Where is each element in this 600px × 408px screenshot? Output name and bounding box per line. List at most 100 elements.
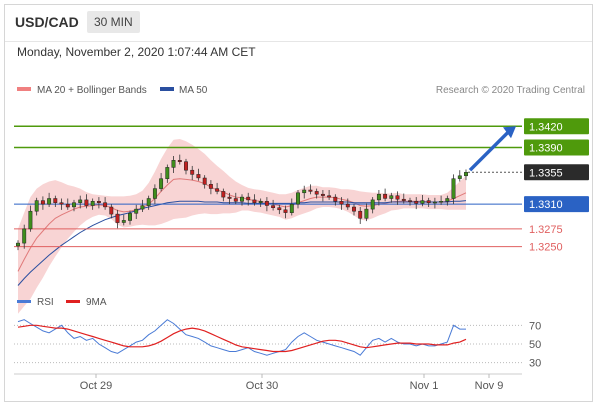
candle-body xyxy=(364,208,369,219)
level-label-1.3250: 1.3250 xyxy=(529,242,563,254)
candle-body xyxy=(28,210,33,230)
ma9-line xyxy=(17,324,467,353)
candle-body xyxy=(134,208,139,214)
level-label-1.3355: 1.3355 xyxy=(529,167,563,179)
candle-body xyxy=(339,201,344,205)
candle-body xyxy=(451,178,456,199)
x-tick-label: Nov 1 xyxy=(410,380,439,392)
rsi-tick-50: 50 xyxy=(529,339,541,351)
candle-body xyxy=(72,202,76,208)
candle-body xyxy=(445,198,450,202)
level-label-1.3390: 1.3390 xyxy=(529,143,563,155)
projection-arrow-shaft xyxy=(468,129,512,172)
credit-label: Research © 2020 Trading Central xyxy=(436,85,585,96)
candle-body xyxy=(370,199,375,210)
candle-body xyxy=(152,188,157,199)
level-label-1.3275: 1.3275 xyxy=(529,224,563,236)
candle-body xyxy=(140,205,145,210)
candle-body xyxy=(84,199,89,206)
candle-body xyxy=(277,207,282,211)
candle-body xyxy=(233,198,238,202)
candle-body xyxy=(408,200,412,202)
candle-body xyxy=(246,196,251,201)
timestamp: Monday, November 2, 2020 1:07:44 AM CET xyxy=(17,45,256,59)
candle-body xyxy=(184,161,188,171)
chart-header: USD/CAD 30 MIN xyxy=(5,5,592,42)
candle-body xyxy=(202,177,207,185)
level-badge-1.3420 xyxy=(524,118,589,135)
candle-body xyxy=(165,167,170,179)
candle-body xyxy=(40,200,45,205)
candle-body xyxy=(115,213,120,223)
candle-body xyxy=(314,191,319,195)
candle-body xyxy=(389,195,394,199)
level-badge-1.3390 xyxy=(524,139,589,156)
level-labels: 1.3420 1.3390 1.3355 1.3310 1.3275 1.3250 xyxy=(524,118,589,254)
candle-body xyxy=(190,169,195,175)
candle-body xyxy=(283,209,288,213)
rsi-plot: 70 50 30 xyxy=(14,319,541,370)
candle-body xyxy=(258,201,263,203)
x-tick-label: Nov 9 xyxy=(475,380,504,392)
ma50-legend-label: MA 50 xyxy=(179,85,208,96)
candle-body xyxy=(146,198,151,206)
candle-body xyxy=(264,201,269,206)
candle-body xyxy=(302,189,307,194)
candle-body xyxy=(16,242,20,247)
ma-bb-legend-swatch xyxy=(17,87,31,91)
candle-body xyxy=(221,191,226,198)
candle-body xyxy=(103,202,108,208)
candle-body xyxy=(414,201,419,204)
candle-body xyxy=(296,192,300,205)
rsi-tick-30: 30 xyxy=(529,358,541,370)
candle-body xyxy=(22,228,27,244)
candle-body xyxy=(227,196,232,199)
candle-body xyxy=(34,200,39,212)
candle-body xyxy=(345,203,350,208)
candle-body xyxy=(308,189,313,192)
candle-body xyxy=(320,193,325,196)
candle-body xyxy=(159,178,164,189)
candle-body xyxy=(426,200,431,203)
candle-body xyxy=(352,206,356,212)
level-label-1.3420: 1.3420 xyxy=(529,121,563,133)
candle-body xyxy=(196,174,201,179)
candle-body xyxy=(240,196,244,202)
ma-bb-legend-label: MA 20 + Bollinger Bands xyxy=(37,85,147,96)
candle-body xyxy=(121,220,126,223)
candle-body xyxy=(78,199,83,203)
candle-body xyxy=(109,206,114,215)
candle-body xyxy=(376,193,381,201)
candle-body xyxy=(439,201,444,203)
candle-body xyxy=(358,210,363,219)
candle-body xyxy=(333,196,338,202)
level-badge-1.3355 xyxy=(524,164,589,181)
candle-body xyxy=(464,172,468,177)
candle-body xyxy=(271,205,276,208)
timeframe-badge[interactable]: 30 MIN xyxy=(87,11,140,33)
candle-body xyxy=(128,213,132,221)
candle-body xyxy=(90,201,95,206)
x-axis: Oct 29 Oct 30 Nov 1 Nov 9 xyxy=(80,374,504,392)
rsi-line xyxy=(17,319,466,356)
rsi-tick-70: 70 xyxy=(529,320,541,332)
candle-body xyxy=(395,195,400,200)
candle-body xyxy=(53,198,58,203)
candle-body xyxy=(432,201,437,204)
candle-body xyxy=(289,203,294,213)
candle-body xyxy=(59,202,64,205)
level-badge-1.3310 xyxy=(524,196,589,213)
level-label-1.3310: 1.3310 xyxy=(529,199,563,211)
bollinger-band xyxy=(18,139,466,314)
main-plot xyxy=(14,125,522,314)
x-tick-label: Oct 29 xyxy=(80,380,112,392)
candle-body xyxy=(401,198,406,201)
rsi-legend-swatch xyxy=(17,300,31,303)
candle-body xyxy=(65,203,70,208)
candle-body xyxy=(208,184,213,189)
candle-body xyxy=(327,195,332,198)
candle-body xyxy=(96,201,101,203)
candle-body xyxy=(252,199,257,203)
candle-body xyxy=(457,175,462,179)
